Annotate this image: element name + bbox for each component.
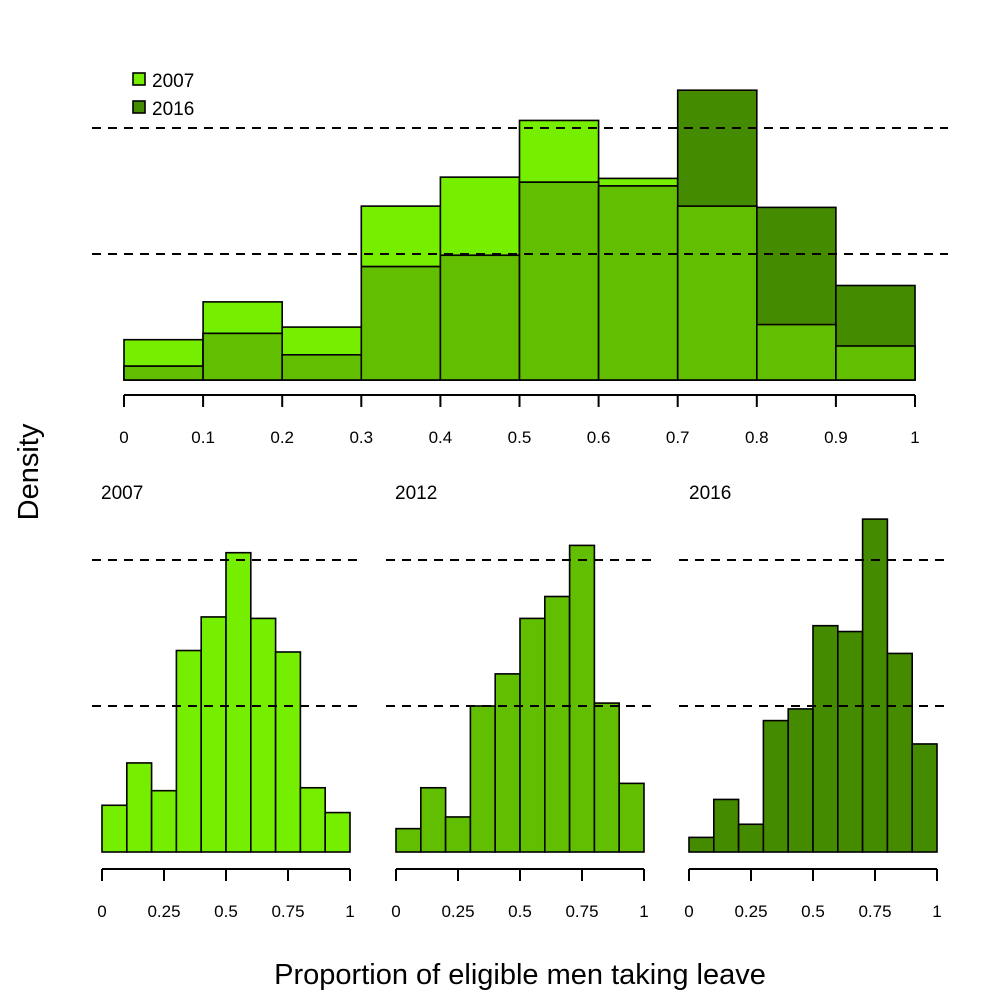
- bar-2012-9: [618, 782, 645, 853]
- x-tick-label-combined-9: 0.9: [824, 428, 848, 447]
- combined-histogram-panel: 0 0.1 0.2 0.3 0.4 0.5 0.6 0.7 0.8 0.9 1: [92, 89, 948, 447]
- bar-2016-1: [712, 798, 740, 853]
- panel-title-2012: 2012: [395, 483, 437, 504]
- x-tick-label-2012-4: 1: [639, 902, 648, 921]
- bar-2007-5: [225, 551, 252, 853]
- bar-2016-8: [886, 652, 914, 853]
- x-tick-label-combined-1: 0.1: [191, 428, 215, 447]
- x-tick-label-2007-0: 0: [97, 902, 106, 921]
- x-tick-label-2016-4: 1: [932, 902, 941, 921]
- x-tick-label-combined-4: 0.4: [429, 428, 453, 447]
- bar-2016-6: [836, 630, 864, 853]
- bar-2007-8: [299, 786, 326, 853]
- x-tick-label-2007-4: 1: [345, 902, 354, 921]
- bar-2007-0: [101, 804, 128, 853]
- bar-2007-7: [274, 651, 302, 853]
- bar-overlap-0: [123, 365, 204, 381]
- x-tick-label-2016-0: 0: [684, 902, 693, 921]
- x-tick-label-combined-8: 0.8: [745, 428, 769, 447]
- legend: 2007 2016: [132, 71, 194, 120]
- bar-2012-7: [568, 544, 596, 853]
- bar-2007-9: [324, 811, 351, 853]
- bar-2012-8: [593, 702, 621, 853]
- x-tick-label-combined-7: 0.7: [666, 428, 690, 447]
- panel-title-2007: 2007: [101, 483, 143, 504]
- bar-2016-7: [861, 518, 889, 853]
- x-tick-label-2012-0: 0: [391, 902, 400, 921]
- bar-overlap-1: [202, 332, 284, 381]
- bar-2012-2: [444, 816, 472, 853]
- bar-2016-5: [812, 624, 839, 853]
- panel-title-2016: 2016: [689, 483, 731, 504]
- x-tick-label-2012-3: 0.75: [565, 902, 598, 921]
- bar-2016-4: [787, 708, 814, 853]
- bar-overlap-5: [518, 181, 600, 381]
- x-tick-label-combined-10: 1: [910, 428, 919, 447]
- bar-overlap-7: [676, 205, 758, 381]
- bar-2012-0: [395, 827, 422, 853]
- bar-overlap-9: [835, 345, 916, 381]
- x-tick-label-2007-3: 0.75: [271, 902, 304, 921]
- x-tick-label-combined-5: 0.5: [508, 428, 532, 447]
- x-tick-label-combined-6: 0.6: [587, 428, 611, 447]
- bar-2012-3: [469, 705, 496, 853]
- bar-2016-0: [688, 836, 715, 853]
- bar-2016-9: [911, 743, 938, 853]
- bar-2016-2: [737, 823, 765, 853]
- bar-overlap-3: [360, 265, 442, 381]
- x-tick-label-2016-1: 0.25: [734, 902, 767, 921]
- bar-2007-4: [200, 616, 227, 853]
- bar-2012-5: [519, 617, 546, 853]
- bar-overlap-6: [597, 185, 679, 381]
- x-tick-label-combined-2: 0.2: [270, 428, 294, 447]
- bar-2012-4: [494, 673, 521, 853]
- x-tick-label-2016-3: 0.75: [858, 902, 891, 921]
- legend-label-2007: 2007: [152, 71, 194, 92]
- x-tick-label-2016-2: 0.5: [801, 902, 825, 921]
- x-tick-label-2007-2: 0.5: [214, 902, 238, 921]
- bar-2007-1: [126, 762, 153, 853]
- bar-2016-3: [762, 719, 790, 853]
- bar-overlap-4: [439, 254, 521, 381]
- x-tick-label-combined-0: 0: [119, 428, 128, 447]
- x-axis-title: Proportion of eligible men taking leave: [274, 959, 766, 991]
- bar-overlap-8: [755, 323, 837, 381]
- x-tick-label-combined-3: 0.3: [349, 428, 373, 447]
- legend-label-2016: 2016: [152, 99, 194, 120]
- bar-2007-6: [250, 617, 277, 853]
- histogram-panel-2016: 0 0.25 0.5 0.75 1: [679, 518, 945, 921]
- bar-2007-3: [175, 649, 202, 853]
- y-axis-title: Density: [13, 423, 45, 520]
- histogram-panel-2007: 0 0.25 0.5 0.75 1: [92, 551, 358, 921]
- x-tick-label-2012-2: 0.5: [508, 902, 532, 921]
- x-tick-label-2012-1: 0.25: [441, 902, 474, 921]
- bar-2012-6: [543, 595, 571, 853]
- histogram-panel-2012: 0 0.25 0.5 0.75 1: [386, 544, 652, 921]
- bar-overlap-2: [281, 353, 363, 381]
- bar-2007-2: [150, 789, 178, 853]
- bar-2012-1: [419, 786, 447, 853]
- x-tick-label-2007-1: 0.25: [147, 902, 180, 921]
- legend-swatch-2007: [132, 72, 146, 86]
- legend-swatch-2016: [132, 100, 146, 114]
